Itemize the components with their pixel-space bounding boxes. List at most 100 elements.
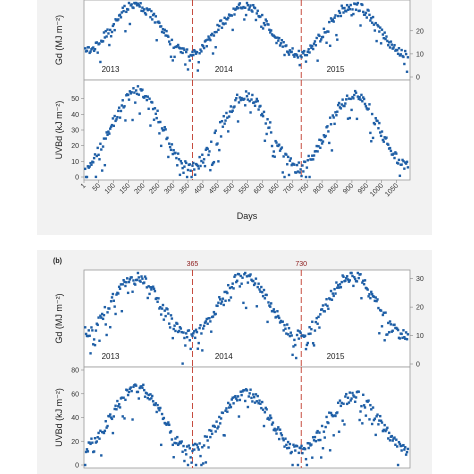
- data-point: [353, 277, 357, 281]
- data-point: [170, 38, 174, 42]
- data-point: [191, 50, 194, 54]
- data-point: [338, 11, 342, 15]
- data-point: [378, 121, 381, 125]
- data-point: [244, 90, 248, 93]
- data-point: [400, 163, 403, 166]
- data-point: [260, 25, 263, 28]
- data-point: [282, 438, 285, 442]
- data-point: [178, 173, 182, 177]
- data-point: [182, 47, 185, 50]
- data-point: [143, 395, 147, 398]
- data-point: [111, 117, 115, 120]
- data-point: [123, 280, 126, 284]
- data-point: [103, 163, 107, 167]
- data-point: [303, 53, 307, 57]
- data-point: [265, 293, 268, 297]
- data-point: [277, 316, 281, 320]
- data-point: [343, 423, 346, 426]
- data-point: [223, 16, 226, 20]
- data-point: [371, 136, 375, 140]
- data-point: [311, 158, 315, 161]
- data-point: [303, 447, 307, 451]
- data-point: [197, 448, 200, 451]
- data-point: [272, 308, 276, 311]
- data-point: [260, 400, 264, 404]
- data-point: [111, 292, 115, 296]
- data-point: [144, 13, 148, 16]
- data-point: [212, 34, 216, 37]
- data-point: [183, 336, 186, 340]
- data-point: [201, 44, 205, 48]
- data-point: [204, 320, 208, 323]
- data-point: [109, 300, 113, 303]
- data-point: [277, 426, 280, 429]
- data-point: [83, 463, 87, 467]
- data-point: [123, 105, 126, 108]
- data-point: [305, 53, 309, 57]
- data-point: [198, 155, 201, 159]
- data-point: [226, 291, 229, 295]
- data-point: [262, 110, 266, 114]
- data-point: [142, 9, 145, 13]
- data-point: [354, 396, 358, 399]
- data-point: [201, 349, 204, 352]
- data-point: [246, 405, 250, 409]
- data-point: [216, 304, 219, 308]
- data-point: [332, 434, 335, 437]
- data-point: [145, 7, 149, 10]
- data-point: [109, 416, 113, 419]
- data-point: [399, 53, 402, 56]
- data-point: [183, 48, 186, 52]
- data-point: [295, 54, 299, 57]
- plot-area-b-bottom: [83, 366, 411, 469]
- data-point: [90, 437, 93, 440]
- data-point: [228, 110, 232, 113]
- data-point: [173, 324, 176, 327]
- data-point: [345, 10, 348, 13]
- data-point: [218, 422, 222, 425]
- data-point: [319, 139, 323, 142]
- data-point: [193, 336, 197, 340]
- data-point: [191, 334, 194, 338]
- data-point: [288, 159, 292, 162]
- data-point: [318, 326, 321, 329]
- data-point: [384, 311, 387, 314]
- data-point: [126, 277, 129, 280]
- data-point: [102, 313, 106, 317]
- data-point: [157, 120, 160, 124]
- data-point: [139, 88, 142, 91]
- data-point: [219, 135, 223, 138]
- data-point: [346, 396, 350, 399]
- data-point: [110, 30, 114, 34]
- data-point: [385, 428, 388, 431]
- data-point: [252, 393, 255, 396]
- data-point: [107, 32, 110, 35]
- data-point: [354, 91, 358, 94]
- data-point: [332, 20, 335, 23]
- data-point: [318, 34, 321, 38]
- data-point: [263, 139, 267, 142]
- data-point: [286, 155, 290, 159]
- data-point: [151, 400, 155, 403]
- data-point: [214, 129, 217, 132]
- year-label: 2014: [215, 352, 233, 361]
- data-point: [102, 137, 106, 140]
- data-point: [130, 389, 133, 393]
- data-point: [300, 444, 303, 448]
- data-point: [186, 68, 190, 71]
- data-point: [205, 317, 208, 321]
- data-point: [380, 421, 384, 424]
- data-point: [375, 415, 378, 418]
- data-point: [88, 51, 91, 55]
- data-point: [164, 128, 167, 131]
- data-point: [406, 447, 410, 451]
- data-point: [197, 61, 200, 64]
- data-point: [200, 332, 203, 335]
- data-point: [324, 134, 327, 138]
- data-point: [148, 398, 151, 401]
- data-point: [268, 418, 271, 421]
- data-point: [93, 48, 97, 51]
- data-point: [396, 328, 400, 332]
- data-point: [355, 3, 359, 6]
- data-point: [235, 399, 239, 402]
